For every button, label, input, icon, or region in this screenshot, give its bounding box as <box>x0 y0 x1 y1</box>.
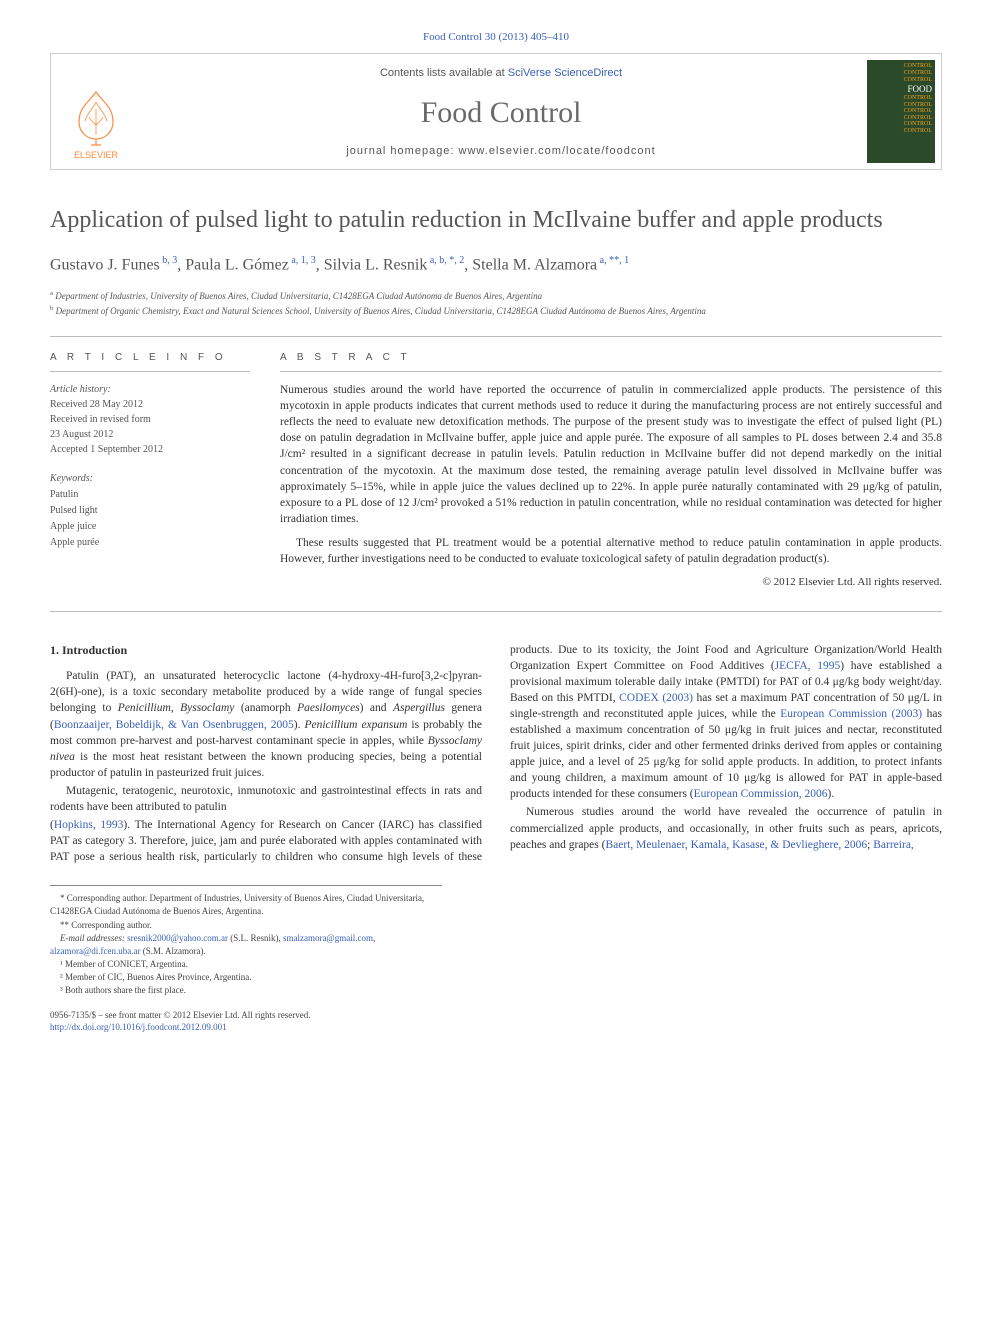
abstract: A B S T R A C T Numerous studies around … <box>280 351 942 590</box>
abstract-paragraph: Numerous studies around the world have r… <box>280 382 942 527</box>
cover-line: CONTROL <box>870 115 932 122</box>
affiliation-a: a Department of Industries, University o… <box>50 289 942 304</box>
footnote-corr2: ** Corresponding author. <box>50 919 442 932</box>
journal-name: Food Control <box>151 92 851 134</box>
footnote-n1: ¹ Member of CONICET, Argentina. <box>50 958 442 971</box>
footnote-n2: ² Member of CIC, Buenos Aires Province, … <box>50 971 442 984</box>
cover-title: FOOD <box>870 85 932 95</box>
email-link[interactable]: smalzamora@gmail.com <box>283 933 373 943</box>
cover-line: CONTROL <box>870 95 932 102</box>
affil-text: Department of Industries, University of … <box>55 291 542 301</box>
history-label: Article history: <box>50 382 250 397</box>
article-body: 1. Introduction Patulin (PAT), an unsatu… <box>50 642 942 866</box>
history-line: Accepted 1 September 2012 <box>50 442 250 457</box>
abstract-heading: A B S T R A C T <box>280 351 942 372</box>
footnote-n3: ³ Both authors share the first place. <box>50 984 442 997</box>
homepage-url[interactable]: www.elsevier.com/locate/foodcont <box>459 145 656 157</box>
affil-text: Department of Organic Chemistry, Exact a… <box>56 306 706 316</box>
body-paragraph: Numerous studies around the world have r… <box>510 804 942 852</box>
footnotes: * Corresponding author. Department of In… <box>50 885 442 996</box>
elsevier-tree-icon <box>69 87 124 147</box>
publisher-name: ELSEVIER <box>74 149 118 162</box>
history-line: Received in revised form <box>50 412 250 427</box>
history-line: Received 28 May 2012 <box>50 397 250 412</box>
front-matter-line: 0956-7135/$ – see front matter © 2012 El… <box>50 1009 942 1022</box>
page-citation: Food Control 30 (2013) 405–410 <box>50 30 942 45</box>
affil-sup: b <box>50 305 53 312</box>
masthead-center: Contents lists available at SciVerse Sci… <box>141 54 861 169</box>
article-history: Article history: Received 28 May 2012 Re… <box>50 382 250 457</box>
section-heading-intro: 1. Introduction <box>50 642 482 659</box>
cover-thumbnail: CONTROL CONTROL CONTROL FOOD CONTROL CON… <box>861 54 941 169</box>
affiliation-b: b Department of Organic Chemistry, Exact… <box>50 304 942 319</box>
journal-homepage: journal homepage: www.elsevier.com/locat… <box>151 144 851 159</box>
page-footer: 0956-7135/$ – see front matter © 2012 El… <box>50 1009 942 1034</box>
footnote-corr1: * Corresponding author. Department of In… <box>50 892 442 918</box>
affil-sup: a <box>50 290 53 297</box>
email-link[interactable]: alzamora@di.fcen.uba.ar <box>50 946 141 956</box>
keyword: Apple juice <box>50 519 250 535</box>
cover-line: CONTROL <box>870 121 932 128</box>
footnote-emails: E-mail addresses: sresnik2000@yahoo.com.… <box>50 932 442 958</box>
keywords: Keywords: Patulin Pulsed light Apple jui… <box>50 471 250 551</box>
cover-line: CONTROL <box>870 70 932 77</box>
cover-line: CONTROL <box>870 128 932 135</box>
article-title: Application of pulsed light to patulin r… <box>50 205 942 236</box>
author-list: Gustavo J. Funes b, 3, Paula L. Gómez a,… <box>50 254 942 277</box>
article-info: A R T I C L E I N F O Article history: R… <box>50 351 250 590</box>
article-info-heading: A R T I C L E I N F O <box>50 351 250 372</box>
cover-line: CONTROL <box>870 77 932 84</box>
info-abstract-row: A R T I C L E I N F O Article history: R… <box>50 336 942 611</box>
email-label: E-mail addresses: <box>60 933 125 943</box>
abstract-paragraph: These results suggested that PL treatmen… <box>280 535 942 567</box>
body-paragraph: Mutagenic, teratogenic, neurotoxic, inmu… <box>50 783 482 815</box>
cover-line: CONTROL <box>870 63 932 70</box>
keyword: Patulin <box>50 487 250 503</box>
email-who: (S.L. Resnik), <box>228 933 283 943</box>
sciencedirect-link[interactable]: SciVerse ScienceDirect <box>508 67 622 79</box>
contents-prefix: Contents lists available at <box>380 67 508 79</box>
doi-link[interactable]: http://dx.doi.org/10.1016/j.foodcont.201… <box>50 1022 227 1032</box>
contents-available: Contents lists available at SciVerse Sci… <box>151 66 851 81</box>
journal-masthead: ELSEVIER Contents lists available at Sci… <box>50 53 942 170</box>
publisher-logo-block: ELSEVIER <box>51 54 141 169</box>
abstract-copyright: © 2012 Elsevier Ltd. All rights reserved… <box>280 575 942 590</box>
email-who: (S.M. Alzamora). <box>141 946 206 956</box>
homepage-label: journal homepage: <box>346 145 458 157</box>
history-line: 23 August 2012 <box>50 427 250 442</box>
cover-line: CONTROL <box>870 108 932 115</box>
keywords-label: Keywords: <box>50 471 250 487</box>
keyword: Apple purée <box>50 535 250 551</box>
email-link[interactable]: sresnik2000@yahoo.com.ar <box>127 933 228 943</box>
cover-line: CONTROL <box>870 102 932 109</box>
keyword: Pulsed light <box>50 503 250 519</box>
affiliations: a Department of Industries, University o… <box>50 289 942 318</box>
body-paragraph: Patulin (PAT), an unsaturated heterocycl… <box>50 668 482 781</box>
email-sep: , <box>373 933 375 943</box>
